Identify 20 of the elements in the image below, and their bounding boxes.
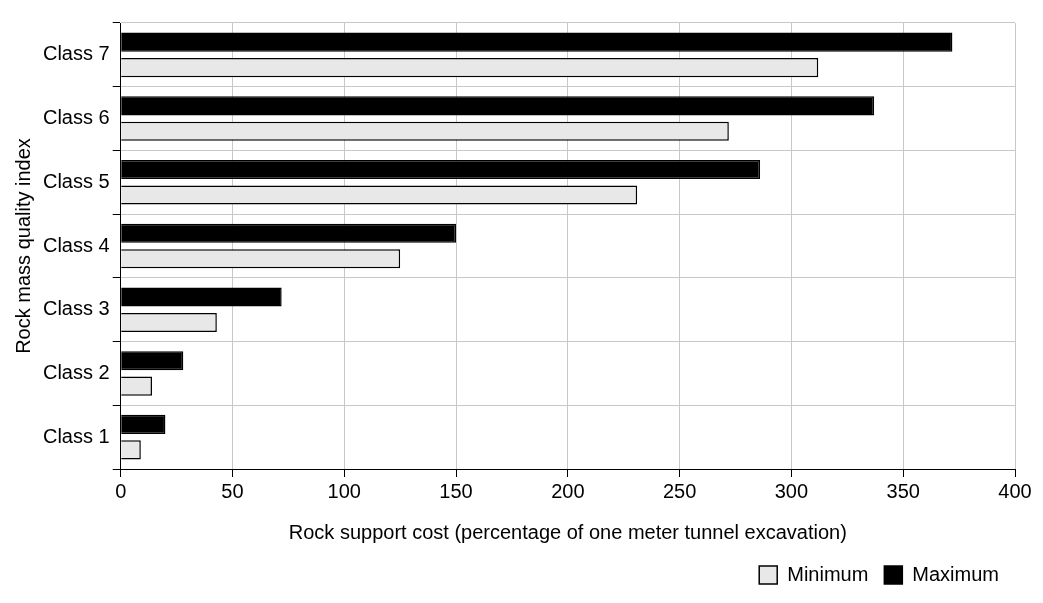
y-tick-label: Class 5 bbox=[42, 169, 110, 192]
x-tick-label: 400 bbox=[998, 479, 1032, 502]
x-tick-label: 50 bbox=[221, 479, 244, 502]
y-tick-label: Class 7 bbox=[42, 42, 110, 65]
x-tick-label: 350 bbox=[886, 479, 920, 502]
y-tick-label: Class 2 bbox=[42, 360, 110, 383]
legend-label: Minimum bbox=[787, 562, 869, 585]
y-tick-label: Class 1 bbox=[42, 424, 110, 447]
x-tick-label: 300 bbox=[774, 479, 809, 502]
x-axis-title: Rock support cost (percentage of one meter tunnel excavation) bbox=[288, 520, 847, 543]
legend-label: Maximum bbox=[912, 562, 999, 585]
x-tick-label: 0 bbox=[115, 479, 127, 502]
x-tick-label: 150 bbox=[439, 479, 473, 502]
y-tick-label: Class 3 bbox=[42, 297, 110, 320]
y-tick-label: Class 6 bbox=[42, 106, 110, 129]
x-tick-label: 200 bbox=[551, 479, 585, 502]
x-tick-label: 250 bbox=[662, 479, 697, 502]
x-tick-label: 100 bbox=[327, 479, 361, 502]
y-tick-label: Class 4 bbox=[42, 233, 110, 256]
y-axis-title: Rock mass quality index bbox=[11, 138, 34, 354]
